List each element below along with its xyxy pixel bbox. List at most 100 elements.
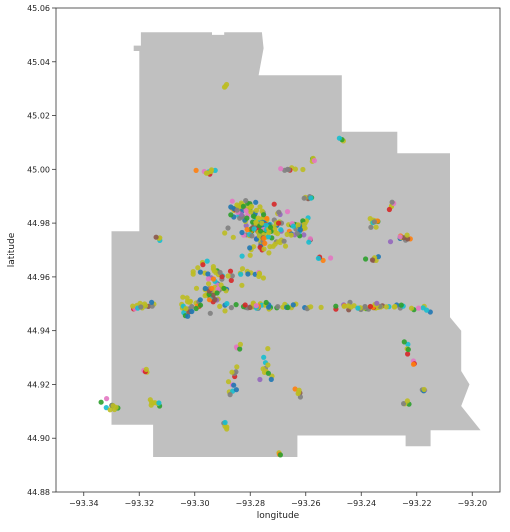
scatter-point <box>130 303 136 309</box>
scatter-point <box>187 298 193 304</box>
scatter-point <box>214 290 220 296</box>
scatter-point <box>297 227 303 233</box>
scatter-point <box>363 256 369 262</box>
scatter-point <box>401 339 407 345</box>
scatter-point <box>107 407 113 413</box>
scatter-point <box>374 300 380 306</box>
scatter-point <box>205 276 211 282</box>
scatter-point <box>203 170 209 176</box>
scatter-point <box>285 304 291 311</box>
scatter-point <box>261 212 267 218</box>
scatter-point <box>217 269 223 276</box>
scatter-point <box>369 257 376 263</box>
scatter-point <box>320 257 326 263</box>
y-tick-label: 44.92 <box>27 380 50 389</box>
scatter-point <box>193 285 200 291</box>
scatter-point <box>207 310 213 316</box>
scatter-point <box>243 223 249 229</box>
scatter-point <box>401 401 407 407</box>
scatter-point <box>231 382 237 388</box>
scatter-point <box>267 224 274 230</box>
scatter-point <box>271 201 277 207</box>
city-boundary <box>111 32 481 457</box>
y-tick-label: 44.96 <box>27 273 50 282</box>
scatter-point <box>206 297 212 303</box>
scatter-point <box>265 370 271 376</box>
scatter-point <box>210 264 216 270</box>
scatter-point <box>263 299 269 306</box>
scatter-point <box>233 302 239 308</box>
scatter-point <box>243 198 249 204</box>
scatter-point <box>336 135 342 141</box>
scatter-point <box>341 303 347 309</box>
scatter-point <box>371 219 377 225</box>
x-tick-label: −93.24 <box>346 499 376 508</box>
scatter-point <box>333 303 339 309</box>
scatter-point <box>256 271 263 277</box>
scatter-point <box>234 202 240 208</box>
scatter-point <box>284 231 290 237</box>
x-tick-label: −93.30 <box>180 499 210 508</box>
scatter-point <box>247 304 253 311</box>
scatter-point <box>264 215 270 222</box>
plot-area <box>55 7 501 493</box>
x-tick-label: −93.32 <box>124 499 154 508</box>
plot-frame <box>55 7 501 493</box>
scatter-point <box>221 285 227 291</box>
scatter-point <box>205 271 211 277</box>
x-tick-label: −93.28 <box>235 499 265 508</box>
scatter-point <box>328 255 334 261</box>
scatter-point <box>267 244 273 250</box>
scatter-point <box>197 302 204 308</box>
scatter-point <box>233 387 239 393</box>
scatter-point <box>263 222 269 228</box>
scatter-point <box>421 386 427 393</box>
scatter-point <box>253 207 260 213</box>
scatter-point <box>180 294 186 300</box>
scatter-point <box>138 304 144 310</box>
scatter-point <box>149 299 155 305</box>
scatter-point <box>251 226 257 232</box>
scatter-point <box>228 277 234 283</box>
scatter-point <box>266 250 272 256</box>
y-tick-label: 44.90 <box>27 434 50 443</box>
scatter-point <box>237 346 243 352</box>
y-tick-label: 44.88 <box>27 488 50 497</box>
scatter-point <box>244 215 250 221</box>
scatter-point <box>292 166 298 172</box>
scatter-point <box>239 266 246 272</box>
scatter-point <box>229 369 235 375</box>
y-tick-label: 44.98 <box>27 219 50 228</box>
y-tick-label: 44.94 <box>27 327 50 336</box>
scatter-point <box>239 253 245 259</box>
scatter-point <box>301 221 307 227</box>
scatter-point <box>143 366 149 372</box>
scatter-point <box>259 220 265 226</box>
scatter-point <box>193 305 199 312</box>
scatter-point <box>234 364 240 370</box>
scatter-point <box>185 313 191 319</box>
scatter-point <box>386 206 392 213</box>
scatter-point <box>383 304 389 310</box>
scatter-point <box>195 265 201 271</box>
scatter-point <box>265 362 271 368</box>
scatter-point <box>318 304 324 310</box>
y-tick-label: 45.06 <box>27 4 50 13</box>
scatter-point <box>397 234 403 240</box>
scatter-point <box>228 305 234 311</box>
scatter-point <box>268 376 274 382</box>
y-axis-label: latitude <box>7 232 17 267</box>
scatter-point <box>250 213 256 219</box>
scatter-point <box>308 304 314 310</box>
scatter-point <box>266 229 272 235</box>
scatter-point <box>197 269 203 275</box>
scatter-point <box>212 297 218 303</box>
scatter-point <box>243 208 249 214</box>
scatter-point <box>234 207 240 213</box>
scatter-point <box>288 232 294 238</box>
scatter-point <box>228 212 234 218</box>
scatter-point <box>275 304 281 310</box>
scatter-point <box>190 271 196 277</box>
scatter-point <box>282 243 289 249</box>
